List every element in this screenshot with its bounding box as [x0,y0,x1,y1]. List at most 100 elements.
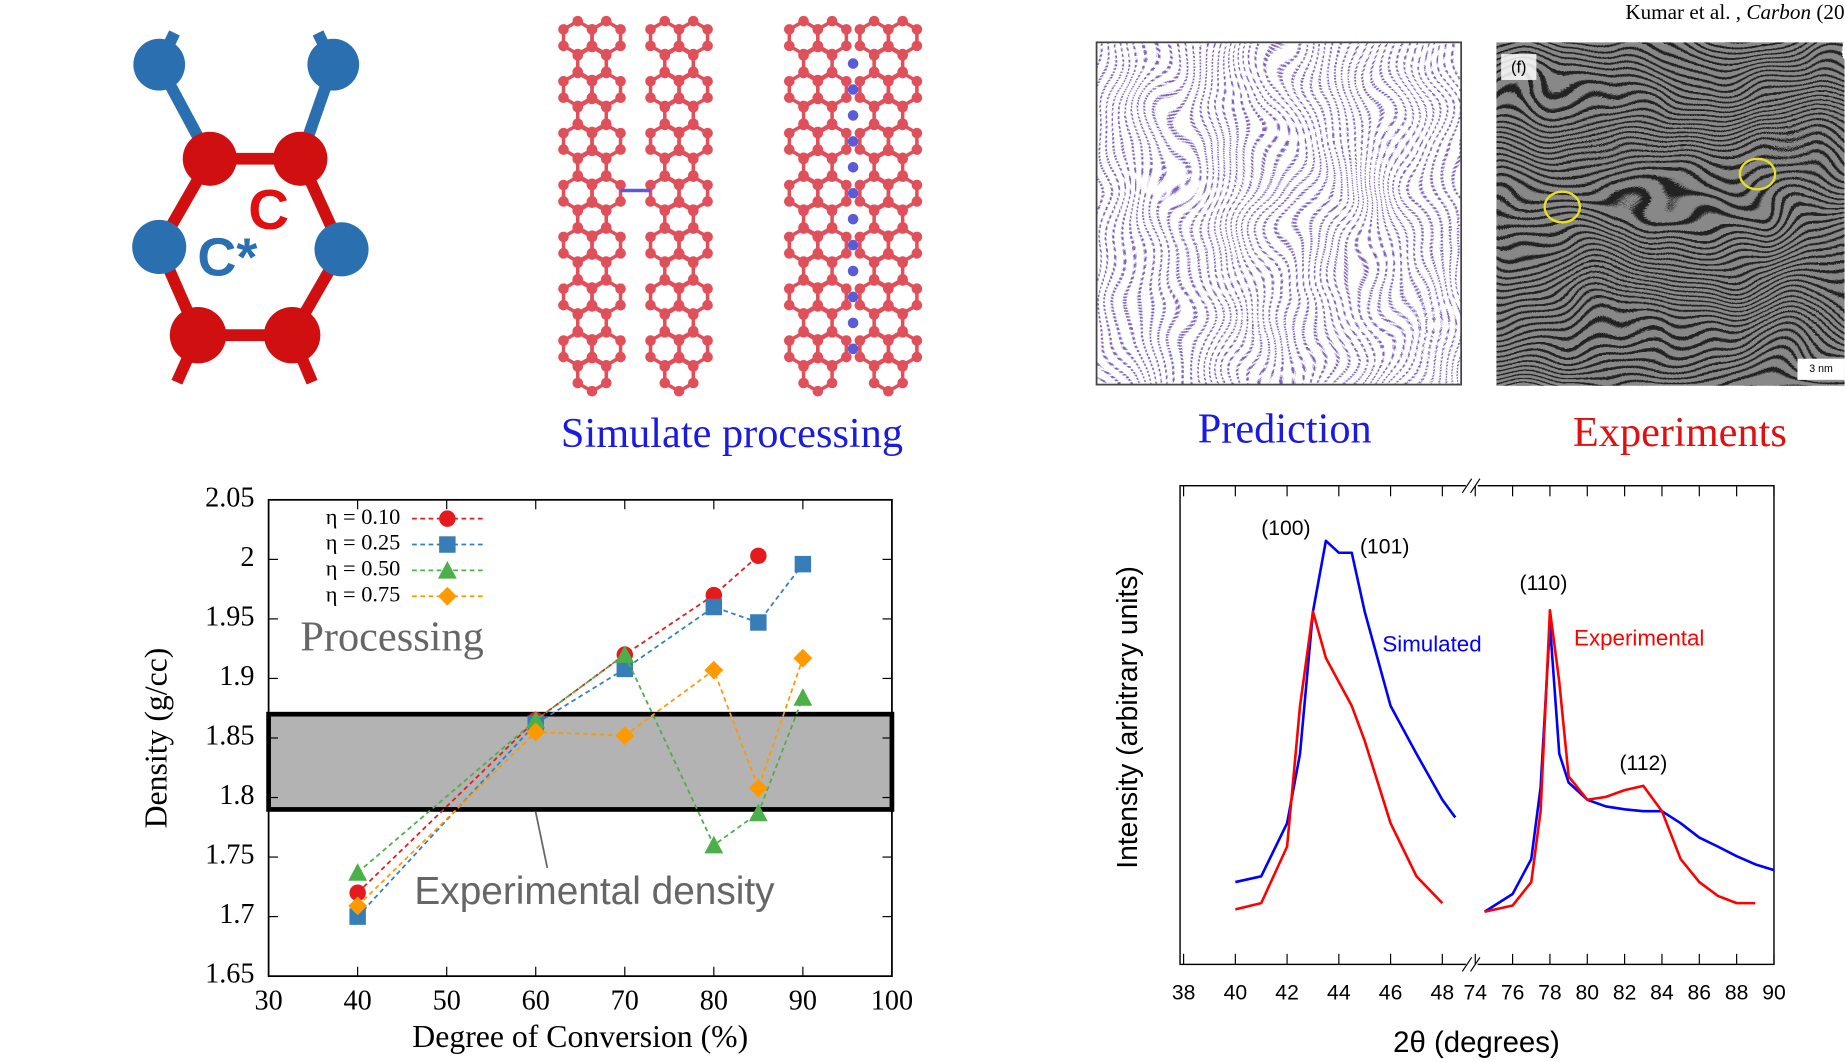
x-tick-label: 74 [1463,981,1487,1004]
atom [897,361,908,372]
atom [645,335,656,346]
atom [841,283,852,295]
atom [572,153,584,165]
atom [586,353,598,364]
legend-label: η = 0.10 [326,504,401,529]
peak-label: (100) [1261,517,1310,540]
atom [645,144,656,155]
atom [868,377,880,389]
atom [826,50,838,61]
atom [826,361,838,372]
marker [704,835,724,854]
atom [911,144,923,155]
atom [868,309,880,320]
series-line [1235,539,1457,884]
atom [659,171,671,183]
atom [558,335,569,346]
atom [911,24,923,35]
atom [645,351,656,363]
atom [615,179,626,191]
atom [854,24,866,35]
atom [841,92,852,104]
atom [868,101,880,113]
atom [911,351,923,363]
atom [868,205,880,217]
crosslink-atom [847,239,859,251]
molecule: C C* [132,30,369,385]
x-tick-label: 82 [1613,981,1637,1004]
atom [854,40,866,52]
caption: Prediction [1198,406,1372,453]
atom [784,299,795,311]
x-tick-label: 84 [1650,981,1674,1004]
atom [600,153,612,165]
atom [812,179,824,191]
atom [854,179,866,191]
y-tick-label: 1.8 [219,780,254,811]
atom [659,101,671,113]
series-line [357,657,804,907]
atom [826,205,838,217]
atom [868,361,880,372]
atom [586,41,598,53]
atom [558,283,569,295]
atom [854,283,866,295]
x-tick-label: 48 [1431,981,1455,1004]
atom [688,361,699,372]
atom [673,24,685,35]
series-label: Simulated [1382,632,1481,657]
atom [883,145,894,157]
x-tick-label: 40 [1224,981,1248,1004]
atom [558,144,569,155]
atom [558,299,569,311]
x-tick-label: 80 [700,986,728,1017]
atom [812,249,824,260]
atom [841,24,852,35]
atom [812,127,824,139]
y-tick-label: 1.7 [219,899,254,930]
atom [883,127,894,139]
atom [572,67,584,79]
atom [659,50,671,61]
atom [854,75,866,87]
atom [673,231,685,243]
atom-label: C* [197,227,257,287]
atom [688,67,699,79]
atom [645,92,656,104]
atom [883,385,894,397]
atom [615,40,626,52]
atom [688,101,699,113]
marker [750,614,767,631]
atom [659,309,671,320]
atom [897,101,908,113]
atom [615,144,626,155]
x-tick-label: 86 [1688,981,1712,1004]
atom [812,335,824,346]
atom [586,75,598,87]
atom [572,205,584,217]
atom [558,351,569,363]
atom [911,299,923,311]
crosslink-atom [847,187,859,199]
legend-marker [437,560,457,579]
atom [784,283,795,295]
atom [841,299,852,311]
atom [854,335,866,346]
marker [793,648,813,668]
atom [586,231,598,243]
atom [784,127,795,139]
atom [688,275,699,286]
atom [798,377,809,389]
atom [133,38,186,91]
atom [826,153,838,165]
atom [688,15,699,27]
atom [702,75,713,87]
atom [798,309,809,320]
atom [883,24,894,35]
atom [586,197,598,208]
atom [702,196,713,207]
atom [897,50,908,61]
y-tick-label: 1.75 [205,840,254,871]
x-tick-label: 60 [522,986,550,1017]
atom [702,127,713,139]
